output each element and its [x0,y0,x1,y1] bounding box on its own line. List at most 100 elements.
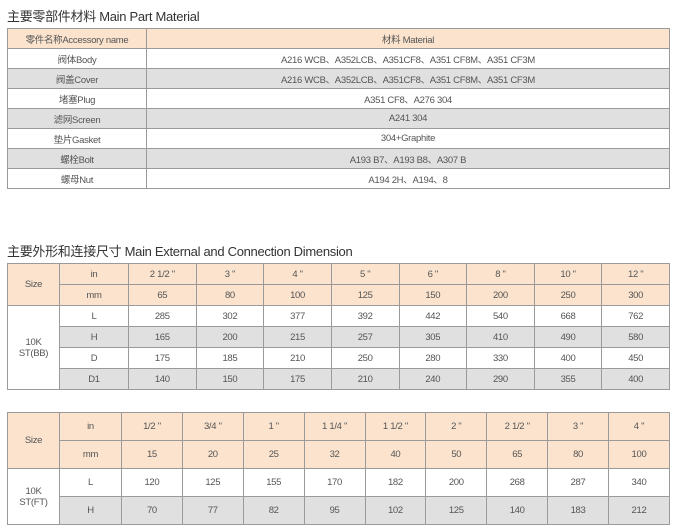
dimension-value: 400 [601,368,670,390]
dimension-value: 392 [330,305,400,327]
dimension-label: H [59,496,122,525]
dimension-value: 165 [128,326,197,348]
size-in: 12 " [601,263,670,285]
dimension-value: 450 [601,347,670,369]
size-in: 1/2 " [121,412,183,441]
size-mm: 40 [364,440,427,469]
dimension-value: 290 [466,368,535,390]
dimension-value: 155 [242,468,305,497]
dimension-value: 355 [533,368,603,390]
dimension-title: 主要外形和连接尺寸 Main External and Connection D… [7,244,353,259]
size-in: 3/4 " [181,412,244,441]
dimension-value: 302 [195,305,265,327]
size-mm: 25 [242,440,305,469]
dimension-value: 183 [547,496,609,525]
size-in: 2 " [425,412,488,441]
size-in: 1 1/4 " [303,412,366,441]
dimension-value: 175 [263,368,332,390]
part-name: 垫片Gasket [7,128,147,149]
part-material: A193 B7、A193 B8、A307 B [146,148,670,169]
in-label: in [59,263,129,285]
dimension-value: 120 [121,468,183,497]
part-material: 304+Graphite [146,128,670,149]
dimension-value: 77 [181,496,244,525]
size-in: 10 " [533,263,603,285]
table-row: H 70 77 82 95 102 125 140 183 212 [8,496,670,525]
dimension-value: 762 [601,305,670,327]
dimension-label: L [59,305,129,327]
size-in: 6 " [398,263,468,285]
dimension-value: 268 [486,468,549,497]
size-mm: 100 [608,440,670,469]
dimension-label: L [59,468,122,497]
dimension-value: 140 [128,368,197,390]
table-row: 10K ST(BB) L 285 302 377 392 442 540 668 762 [7,305,670,390]
dimension-value: 182 [364,468,427,497]
dimension-value: 490 [533,326,603,348]
table-row: 阀盖Cover A216 WCB、A352LCB、A351CF8、A351 CF8… [7,68,670,89]
dimension-value: 410 [466,326,535,348]
part-material: A194 2H、A194、8 [146,168,670,189]
dimension-value: 400 [533,347,603,369]
table-row: 10K ST(FT) L 120 125 155 170 182 200 268 287 340 [7,468,670,525]
header-accessory-name: 零件名称Accessory name [7,28,147,49]
dimension-value: 200 [425,468,488,497]
table-row: 滤网Screen A241 304 [7,108,670,129]
dimension-value: 305 [398,326,468,348]
size-mm: 80 [195,284,265,306]
size-in: 2 1/2 " [486,412,549,441]
dimension-value: 240 [398,368,468,390]
part-name: 阀体Body [7,48,147,69]
dimension-value: 170 [303,468,366,497]
part-name: 滤网Screen [7,108,147,129]
dimension-value: 287 [547,468,609,497]
dimension-value: 150 [195,368,265,390]
valve-type: 10K ST(BB) [7,305,60,390]
part-name: 阀盖Cover [7,68,147,89]
dimension-value: 125 [181,468,244,497]
size-mm: 250 [533,284,603,306]
dimension-value: 82 [242,496,305,525]
dimension-value: 140 [486,496,549,525]
table-row: H 165 200 215 257 305 410 490 580 [8,326,670,348]
size-mm: 125 [330,284,400,306]
size-in: 4 " [608,412,670,441]
mm-label: mm [59,284,129,306]
size-mm: 32 [303,440,366,469]
dimension-value: 95 [303,496,366,525]
part-name: 螺母Nut [7,168,147,189]
size-mm: 200 [466,284,535,306]
size-in: 8 " [466,263,535,285]
dimension-value: 210 [263,347,332,369]
dimension-value: 340 [608,468,670,497]
in-label: in [59,412,122,441]
table-row: D 175 185 210 250 280 330 400 450 [8,347,670,369]
size-in: 2 1/2 " [128,263,197,285]
size-label: Size [7,263,60,306]
dimension-value: 257 [330,326,400,348]
dimension-value: 280 [398,347,468,369]
dimension-value: 215 [263,326,332,348]
size-label: Size [7,412,60,469]
dimension-label: D [59,347,129,369]
material-table: 零件名称Accessory name 材料 Material 阀体Body A216 … [7,28,670,189]
dimension-table-ft: Size in 1/2 " 3/4 " 1 " 1 1/4 " 1 1/2 " 2 " 2 1/… [7,412,670,525]
part-material: A351 CF8、A276 304 [146,88,670,109]
dimension-value: 580 [601,326,670,348]
dimension-value: 185 [195,347,265,369]
table-row: 螺母Nut A194 2H、A194、8 [7,168,670,189]
table-row: D1 140 150 175 210 240 290 355 400 [8,368,670,390]
size-mm: 150 [398,284,468,306]
material-title: 主要零部件材料 Main Part Material [7,9,200,24]
part-material: A216 WCB、A352LCB、A351CF8、A351 CF8M、A351 … [146,48,670,69]
part-material: A241 304 [146,108,670,129]
part-name: 螺栓Bolt [7,148,147,169]
table-row: 阀体Body A216 WCB、A352LCB、A351CF8、A351 CF8M… [7,48,670,69]
dimension-value: 200 [195,326,265,348]
table-row: 堵塞Plug A351 CF8、A276 304 [7,88,670,109]
dimension-value: 377 [263,305,332,327]
table-row: 垫片Gasket 304+Graphite [7,128,670,149]
size-mm: 65 [128,284,197,306]
dimension-value: 125 [425,496,488,525]
part-material: A216 WCB、A352LCB、A351CF8、A351 CF8M、A351 … [146,68,670,89]
